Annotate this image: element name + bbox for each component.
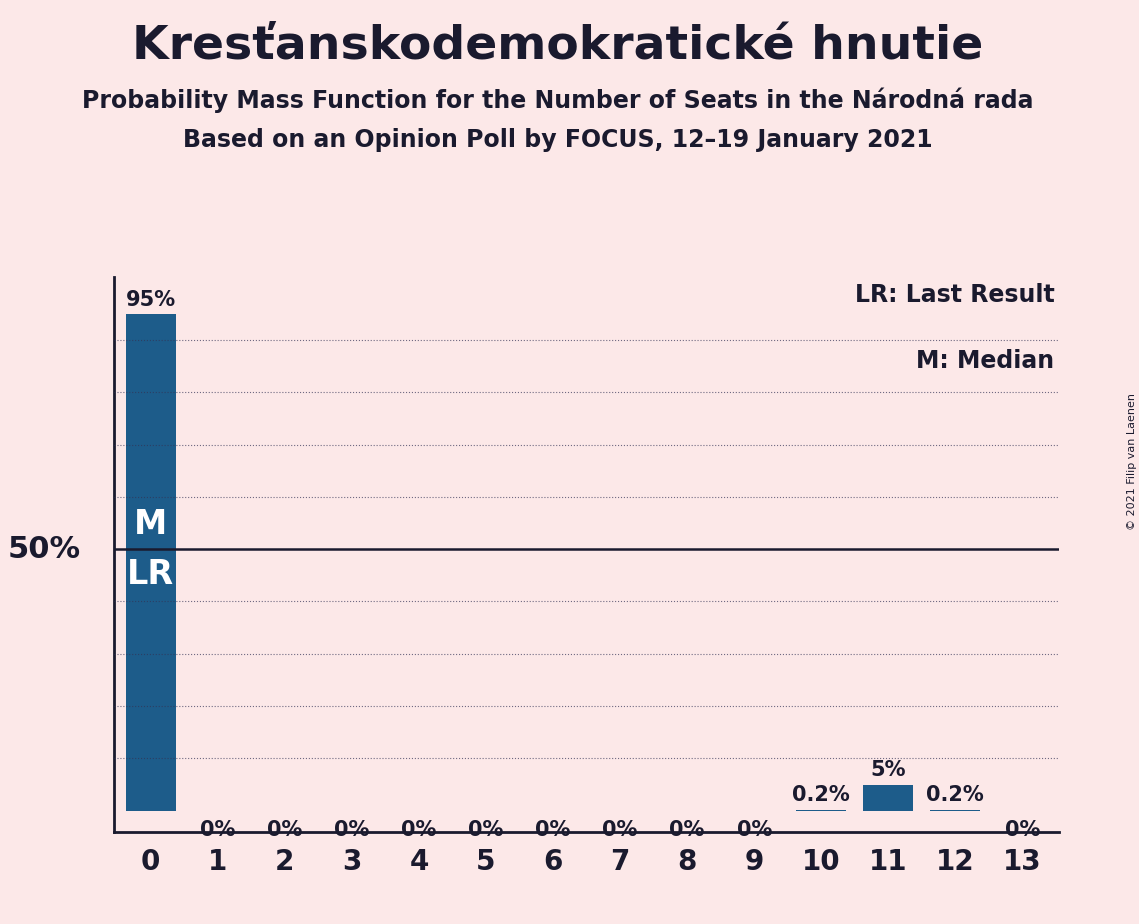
Text: 5%: 5% xyxy=(870,760,906,781)
Bar xyxy=(931,809,981,810)
Text: 0%: 0% xyxy=(1005,821,1040,840)
Text: LR: LR xyxy=(128,557,174,590)
Text: 0.2%: 0.2% xyxy=(793,785,850,806)
Text: 0%: 0% xyxy=(334,821,370,840)
Text: M: Median: M: Median xyxy=(917,349,1055,373)
Text: 0%: 0% xyxy=(670,821,705,840)
Text: 0%: 0% xyxy=(268,821,303,840)
Text: Probability Mass Function for the Number of Seats in the Národná rada: Probability Mass Function for the Number… xyxy=(82,88,1034,114)
Text: 95%: 95% xyxy=(125,289,175,310)
Text: 0.2%: 0.2% xyxy=(926,785,984,806)
Text: 0%: 0% xyxy=(200,821,236,840)
Text: 0%: 0% xyxy=(737,821,772,840)
Text: M: M xyxy=(134,508,167,541)
Text: Kresťanskodemokratické hnutie: Kresťanskodemokratické hnutie xyxy=(132,23,984,68)
Text: 50%: 50% xyxy=(7,535,81,564)
Text: © 2021 Filip van Laenen: © 2021 Filip van Laenen xyxy=(1126,394,1137,530)
Text: Based on an Opinion Poll by FOCUS, 12–19 January 2021: Based on an Opinion Poll by FOCUS, 12–19… xyxy=(183,128,933,152)
Text: 0%: 0% xyxy=(603,821,638,840)
Text: 0%: 0% xyxy=(401,821,436,840)
Text: 0%: 0% xyxy=(468,821,503,840)
Text: LR: Last Result: LR: Last Result xyxy=(854,283,1055,307)
Text: 0%: 0% xyxy=(535,821,571,840)
Bar xyxy=(796,809,846,810)
Bar xyxy=(125,314,175,810)
Bar xyxy=(863,784,913,810)
